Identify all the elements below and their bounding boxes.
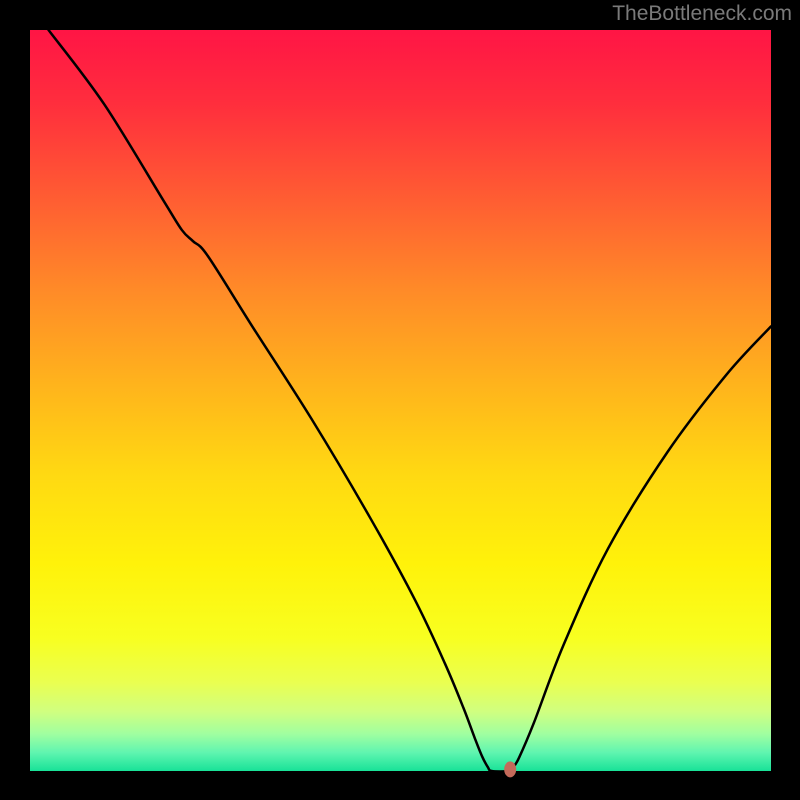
- bottleneck-chart: [0, 0, 800, 800]
- figure-container: TheBottleneck.com: [0, 0, 800, 800]
- plot-background: [30, 30, 771, 771]
- optimal-marker: [504, 761, 516, 777]
